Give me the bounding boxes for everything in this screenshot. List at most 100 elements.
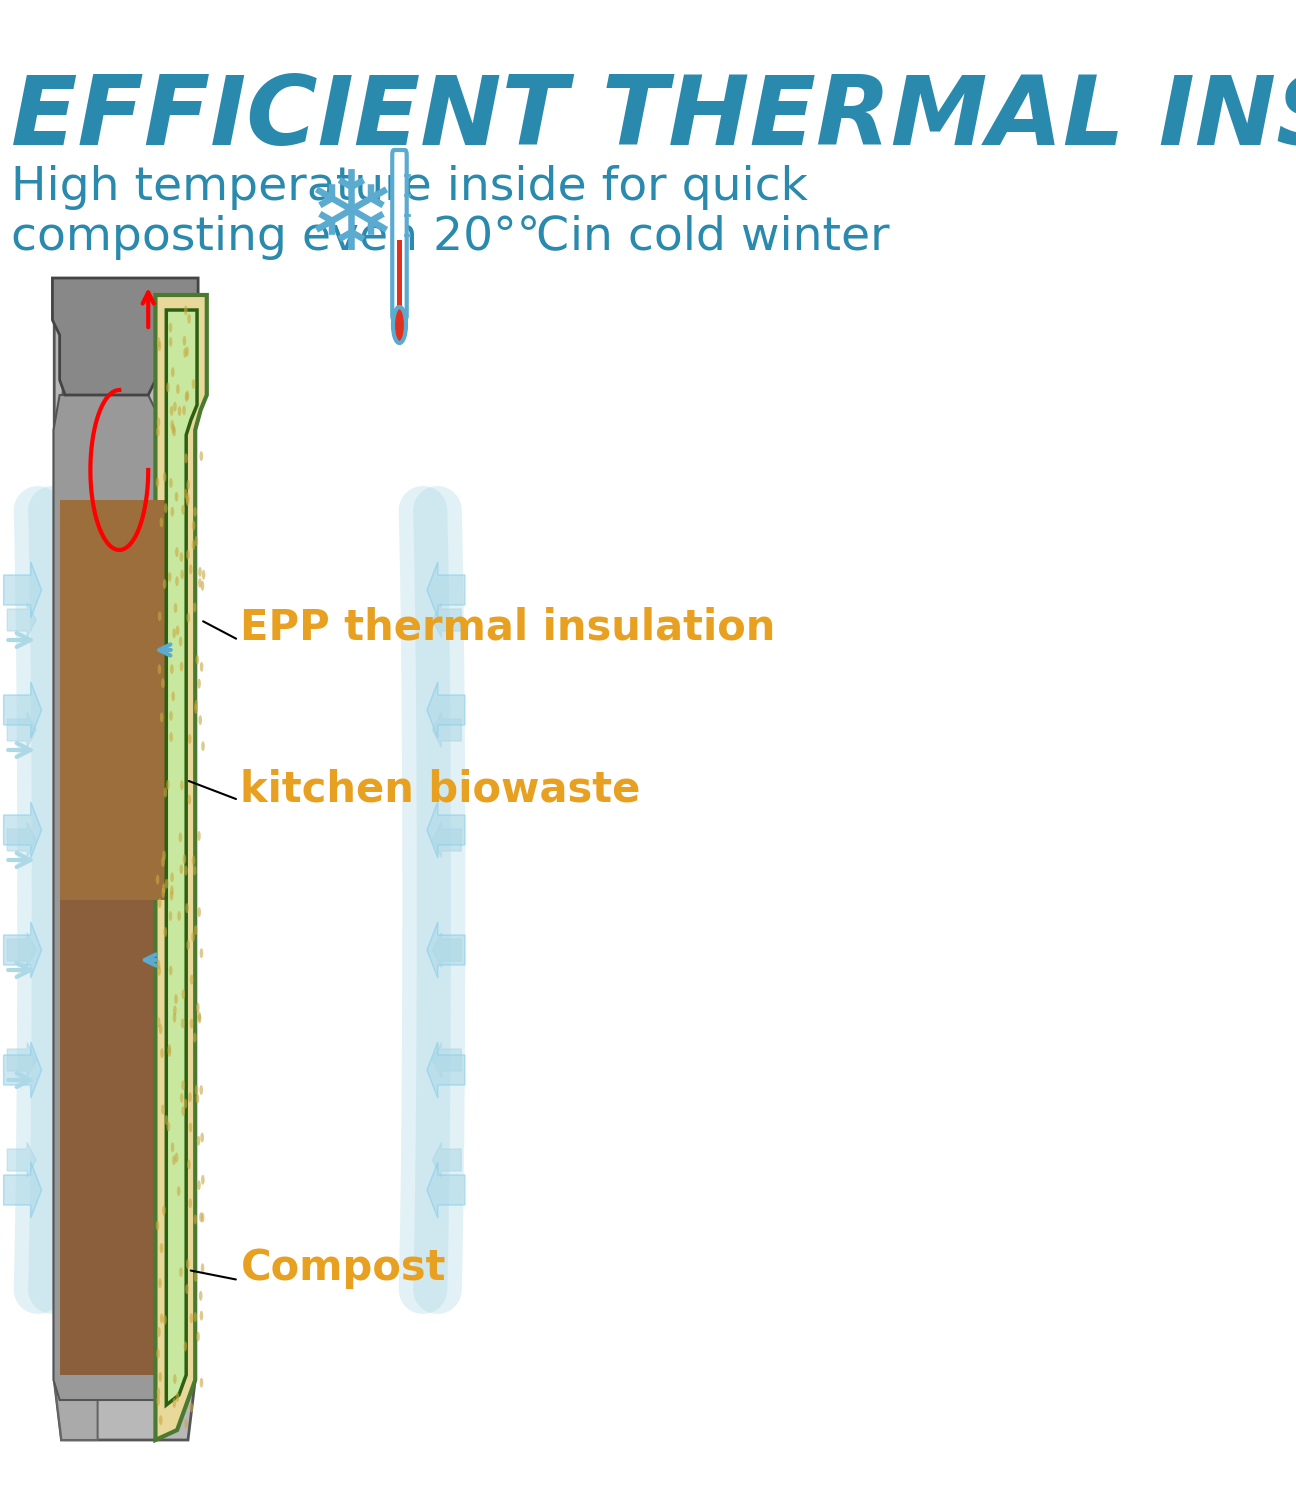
FancyArrow shape xyxy=(433,1143,461,1178)
Polygon shape xyxy=(60,500,166,900)
Circle shape xyxy=(170,664,174,674)
Circle shape xyxy=(189,1122,192,1132)
Circle shape xyxy=(174,1005,176,1016)
Circle shape xyxy=(165,503,167,513)
Circle shape xyxy=(196,1332,200,1341)
Circle shape xyxy=(159,1244,163,1252)
Circle shape xyxy=(194,1272,197,1282)
Circle shape xyxy=(180,552,183,562)
FancyArrow shape xyxy=(433,822,461,858)
Circle shape xyxy=(167,1044,171,1054)
Circle shape xyxy=(200,662,203,672)
Circle shape xyxy=(189,975,193,984)
Circle shape xyxy=(176,384,180,394)
Polygon shape xyxy=(4,802,41,858)
Polygon shape xyxy=(156,296,207,1440)
Circle shape xyxy=(201,1132,203,1143)
Circle shape xyxy=(176,626,179,636)
Circle shape xyxy=(181,990,185,999)
Circle shape xyxy=(168,338,172,346)
Circle shape xyxy=(158,612,162,621)
Circle shape xyxy=(174,994,178,1004)
Circle shape xyxy=(188,734,192,744)
Circle shape xyxy=(175,576,179,586)
Circle shape xyxy=(200,1212,202,1222)
Circle shape xyxy=(162,884,166,894)
FancyArrow shape xyxy=(433,1042,461,1077)
Circle shape xyxy=(181,506,185,515)
Circle shape xyxy=(197,1011,201,1022)
Polygon shape xyxy=(426,1042,465,1098)
Circle shape xyxy=(162,850,166,861)
Circle shape xyxy=(168,966,172,975)
Circle shape xyxy=(201,580,205,591)
Circle shape xyxy=(184,306,188,315)
Circle shape xyxy=(156,477,159,488)
Circle shape xyxy=(180,662,183,672)
Circle shape xyxy=(192,380,196,388)
Circle shape xyxy=(158,664,161,674)
Polygon shape xyxy=(4,562,41,618)
Circle shape xyxy=(184,489,188,498)
Circle shape xyxy=(175,1392,179,1402)
Circle shape xyxy=(170,885,174,896)
Polygon shape xyxy=(60,500,166,1376)
Circle shape xyxy=(168,910,172,921)
Circle shape xyxy=(159,1024,162,1033)
Circle shape xyxy=(184,453,188,464)
Circle shape xyxy=(184,1341,187,1352)
Polygon shape xyxy=(426,922,465,978)
FancyArrow shape xyxy=(8,712,36,747)
Circle shape xyxy=(201,741,205,752)
FancyArrow shape xyxy=(8,1143,36,1178)
Circle shape xyxy=(183,405,185,416)
Circle shape xyxy=(171,692,175,702)
Circle shape xyxy=(162,888,165,897)
Circle shape xyxy=(183,336,187,346)
Circle shape xyxy=(200,1084,203,1095)
Circle shape xyxy=(161,1104,165,1114)
Circle shape xyxy=(157,1388,161,1398)
Circle shape xyxy=(200,1311,203,1320)
Circle shape xyxy=(198,578,202,588)
Polygon shape xyxy=(54,285,196,1440)
Polygon shape xyxy=(4,1042,41,1098)
Circle shape xyxy=(184,1098,188,1108)
Polygon shape xyxy=(52,278,198,394)
Circle shape xyxy=(179,833,183,843)
Circle shape xyxy=(196,1002,200,1013)
Circle shape xyxy=(192,540,196,550)
FancyArrow shape xyxy=(433,712,461,747)
Circle shape xyxy=(187,940,191,950)
Circle shape xyxy=(183,348,187,357)
FancyArrow shape xyxy=(433,933,461,968)
Circle shape xyxy=(157,1017,161,1028)
FancyBboxPatch shape xyxy=(397,240,402,315)
Text: High temperature inside for quick: High temperature inside for quick xyxy=(10,165,807,210)
Circle shape xyxy=(158,1278,162,1288)
Circle shape xyxy=(194,704,198,714)
Circle shape xyxy=(187,549,189,560)
Circle shape xyxy=(178,910,181,921)
Circle shape xyxy=(175,548,179,556)
Circle shape xyxy=(180,1094,184,1102)
Circle shape xyxy=(181,1019,184,1029)
Circle shape xyxy=(187,1160,191,1170)
Circle shape xyxy=(187,480,191,490)
Circle shape xyxy=(198,567,202,578)
Circle shape xyxy=(156,1221,159,1230)
Circle shape xyxy=(157,1396,159,1406)
Circle shape xyxy=(183,853,187,864)
Circle shape xyxy=(171,1143,175,1152)
Circle shape xyxy=(185,903,189,914)
Circle shape xyxy=(159,712,163,723)
Circle shape xyxy=(175,1152,179,1162)
Polygon shape xyxy=(53,394,196,1400)
Polygon shape xyxy=(54,280,97,1440)
Circle shape xyxy=(170,406,174,416)
Text: kitchen biowaste: kitchen biowaste xyxy=(241,770,640,812)
Polygon shape xyxy=(4,1162,41,1218)
Circle shape xyxy=(163,927,167,938)
Circle shape xyxy=(184,865,188,876)
Circle shape xyxy=(162,1206,166,1215)
